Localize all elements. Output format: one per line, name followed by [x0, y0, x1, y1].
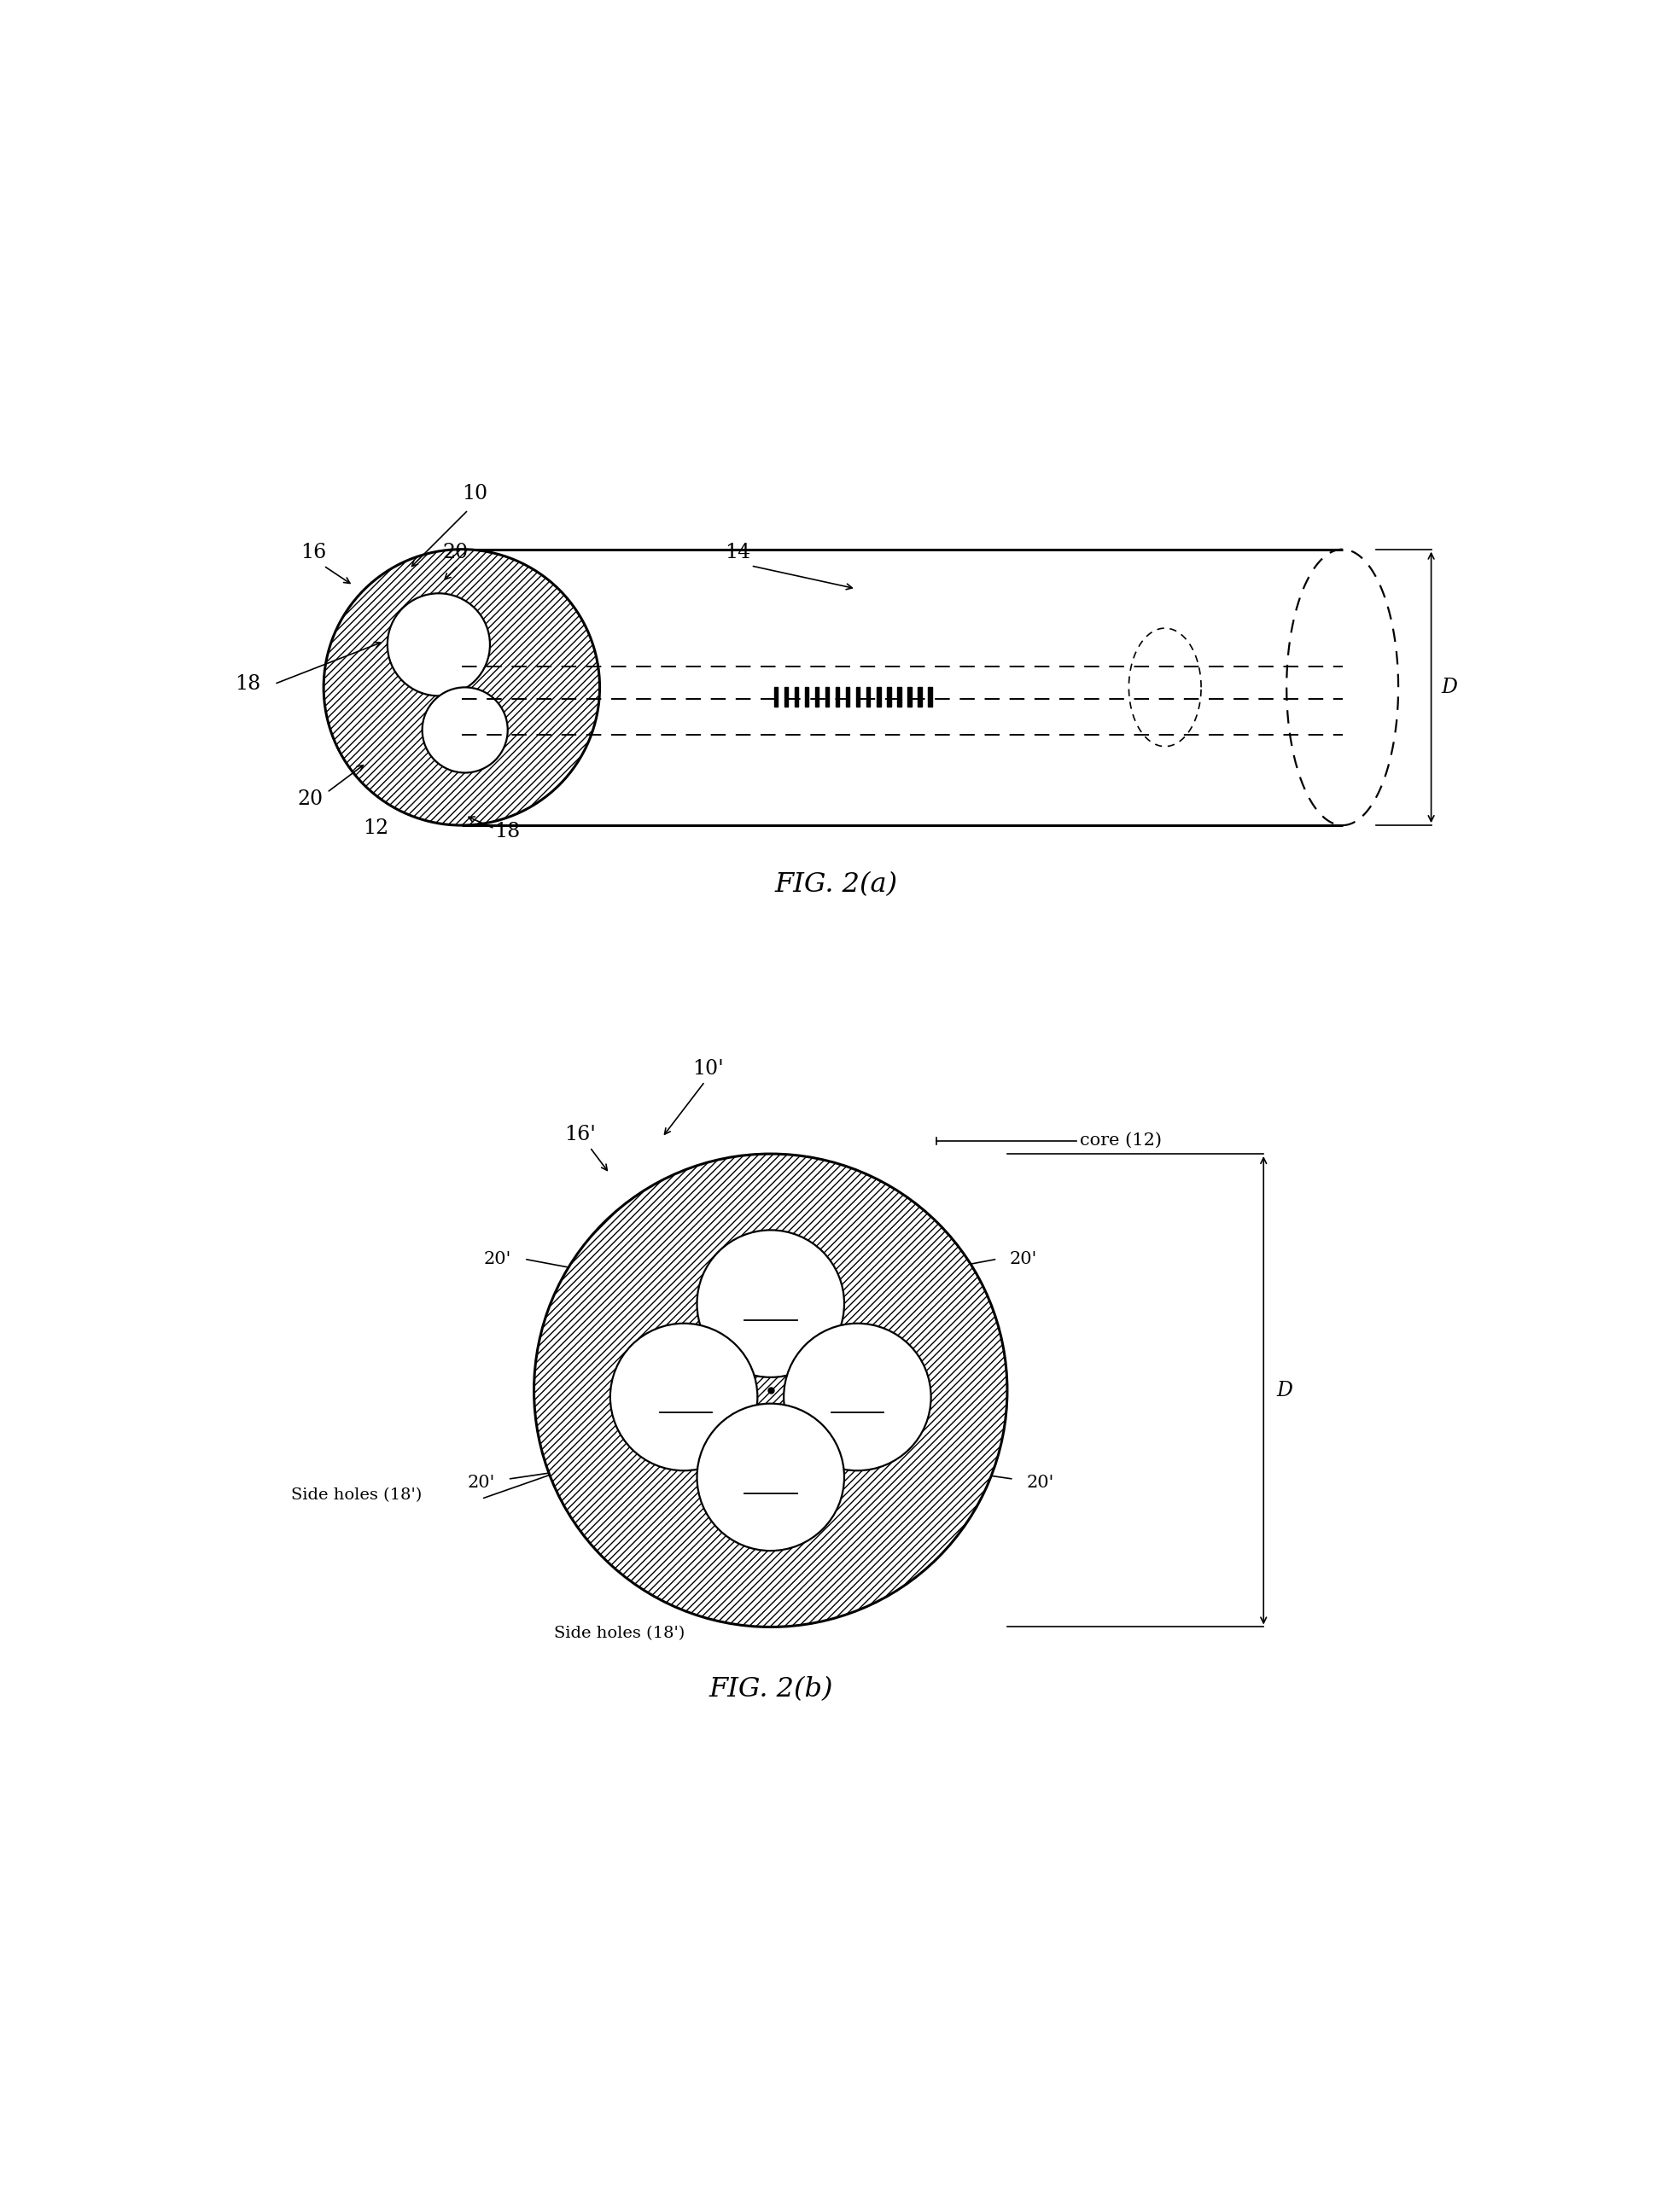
Bar: [794, 688, 798, 708]
Circle shape: [422, 688, 507, 772]
Circle shape: [696, 1230, 844, 1378]
Bar: [804, 688, 809, 708]
Text: 16: 16: [301, 542, 327, 562]
Text: 20': 20': [484, 1252, 512, 1267]
Bar: [856, 688, 859, 708]
Text: 12: 12: [364, 818, 389, 838]
Bar: [826, 688, 829, 708]
Bar: [866, 688, 871, 708]
Text: 18b: 18b: [449, 719, 480, 734]
Text: 18c': 18c': [839, 1387, 874, 1402]
Text: 20: 20: [442, 542, 469, 562]
Text: FIG. 2(b): FIG. 2(b): [708, 1677, 833, 1703]
Text: 18b': 18b': [753, 1292, 789, 1307]
Bar: [917, 688, 922, 708]
Bar: [927, 688, 932, 708]
Circle shape: [610, 1323, 758, 1471]
Text: 18: 18: [495, 823, 520, 843]
Text: 18d': 18d': [753, 1467, 789, 1482]
Circle shape: [784, 1323, 931, 1471]
Text: 20': 20': [1025, 1475, 1054, 1491]
Bar: [774, 688, 778, 708]
Text: 18: 18: [234, 675, 261, 695]
Text: FIG. 2(a): FIG. 2(a): [774, 872, 897, 898]
Bar: [846, 688, 849, 708]
Text: 20: 20: [297, 790, 324, 810]
Bar: [814, 688, 819, 708]
Text: 20': 20': [467, 1475, 495, 1491]
Bar: [907, 688, 911, 708]
Circle shape: [387, 593, 490, 697]
Bar: [876, 688, 881, 708]
Text: D: D: [1441, 677, 1458, 697]
Text: 18a': 18a': [670, 1387, 705, 1402]
Text: Side holes (18'): Side holes (18'): [291, 1489, 422, 1504]
Circle shape: [324, 549, 600, 825]
Bar: [836, 688, 839, 708]
Bar: [888, 688, 891, 708]
Text: Side holes (18'): Side holes (18'): [553, 1626, 685, 1641]
Bar: [897, 688, 901, 708]
Text: 16': 16': [563, 1124, 595, 1144]
Text: 14: 14: [725, 542, 751, 562]
Text: D: D: [1276, 1380, 1293, 1400]
Text: 10': 10': [693, 1060, 725, 1077]
Text: core (12): core (12): [1080, 1133, 1162, 1148]
Text: 10: 10: [462, 484, 487, 504]
Circle shape: [534, 1155, 1007, 1628]
Text: 18a: 18a: [424, 633, 454, 648]
Bar: [784, 688, 788, 708]
Text: 20': 20': [612, 1557, 640, 1573]
Text: 20': 20': [1010, 1252, 1037, 1267]
Circle shape: [696, 1405, 844, 1551]
